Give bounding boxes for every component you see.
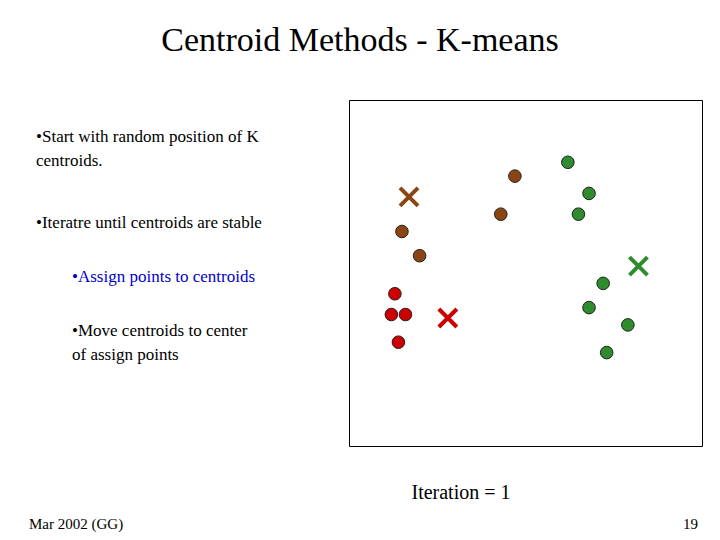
centroid [400, 188, 418, 206]
point [494, 208, 507, 221]
series [385, 287, 412, 348]
marks [385, 156, 647, 359]
point [385, 308, 398, 321]
axis-line [349, 101, 350, 447]
annotation: •Assign points to centroids [72, 267, 255, 286]
series [400, 188, 418, 206]
series [439, 309, 457, 327]
axis-line [350, 100, 703, 101]
annotation-line: •Move centroids to center [72, 321, 248, 340]
point [583, 301, 596, 314]
title: Centroid Methods - K-means [161, 21, 559, 58]
x-axis-top [350, 100, 703, 101]
series [629, 257, 647, 275]
series [562, 156, 635, 359]
annotation-line: Mar 2002 (GG) [29, 516, 123, 533]
annotation: Iteration = 1 [411, 481, 510, 503]
annotation: 19 [683, 516, 698, 532]
point [583, 187, 596, 200]
point [509, 170, 522, 183]
chart: Centroid Methods - K-means •Start with ra… [0, 0, 720, 540]
plot-background [349, 100, 702, 446]
axis-line [350, 446, 703, 447]
y-axis-right [702, 101, 703, 447]
point [399, 308, 412, 321]
plot [349, 100, 703, 447]
annotation-line: Iteration = 1 [411, 481, 510, 503]
point [396, 225, 409, 238]
annotation-line: 19 [683, 516, 698, 532]
point [622, 319, 635, 332]
axis-line [702, 101, 703, 447]
point [562, 156, 575, 169]
annotation: •Move centroids to center of assign point… [72, 321, 248, 364]
x-axis [350, 446, 703, 447]
annotation-line: centroids. [36, 151, 103, 170]
point [597, 277, 610, 290]
annotation-line: •Assign points to centroids [72, 267, 255, 286]
series [396, 170, 522, 262]
annotation: Mar 2002 (GG) [29, 516, 123, 533]
point [600, 346, 613, 359]
annotation: •Start with random position of K centroid… [36, 127, 259, 170]
y-axis [349, 101, 350, 447]
annotation-line: •Start with random position of K [36, 127, 259, 146]
centroid [439, 309, 457, 327]
centroid [629, 257, 647, 275]
point [413, 249, 426, 262]
point [389, 287, 402, 300]
annotation: •Iteratre until centroids are stable [36, 213, 262, 232]
point [572, 208, 585, 221]
annotation-line: of assign points [72, 345, 179, 364]
point [392, 336, 405, 349]
annotation-line: •Iteratre until centroids are stable [36, 213, 262, 232]
